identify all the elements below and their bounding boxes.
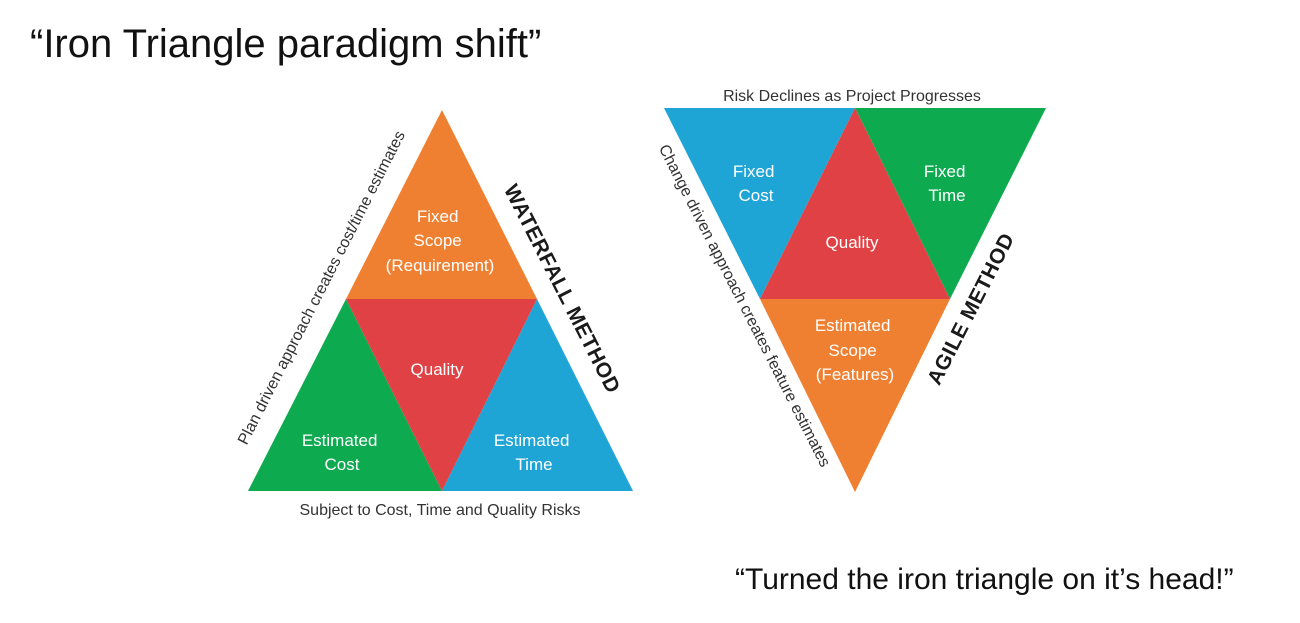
agile-time-segment [855,108,1046,299]
agile-cost-label: Fixed Cost [733,162,779,205]
agile-triangle: Risk Declines as Project Progresses Fixe… [655,88,1046,492]
agile-time-label: Fixed Time [924,162,970,205]
agile-top-caption: Risk Declines as Project Progresses [723,88,981,105]
waterfall-cost-segment [248,299,442,491]
waterfall-scope-segment [346,110,537,299]
agile-scope-segment [760,299,950,492]
slide-title: “Iron Triangle paradigm shift” [30,22,542,66]
agile-scope-label: Estimated Scope (Features) [815,316,895,384]
agile-quality-label: Quality [826,233,879,252]
waterfall-scope-label: Fixed Scope (Requirement) [386,207,495,275]
waterfall-quality-label: Quality [411,360,464,379]
agile-cost-segment [664,108,855,299]
quote-caption: “Turned the iron triangle on it’s head!” [735,563,1234,596]
waterfall-bottom-caption: Subject to Cost, Time and Quality Risks [300,502,581,519]
agile-quality-segment [760,108,950,299]
waterfall-cost-label: Estimated Cost [302,431,382,474]
waterfall-quality-segment [346,299,537,491]
waterfall-triangle: Fixed Scope (Requirement) Quality Estima… [235,110,633,519]
waterfall-time-label: Estimated Time [494,431,574,474]
waterfall-time-segment [442,299,633,491]
